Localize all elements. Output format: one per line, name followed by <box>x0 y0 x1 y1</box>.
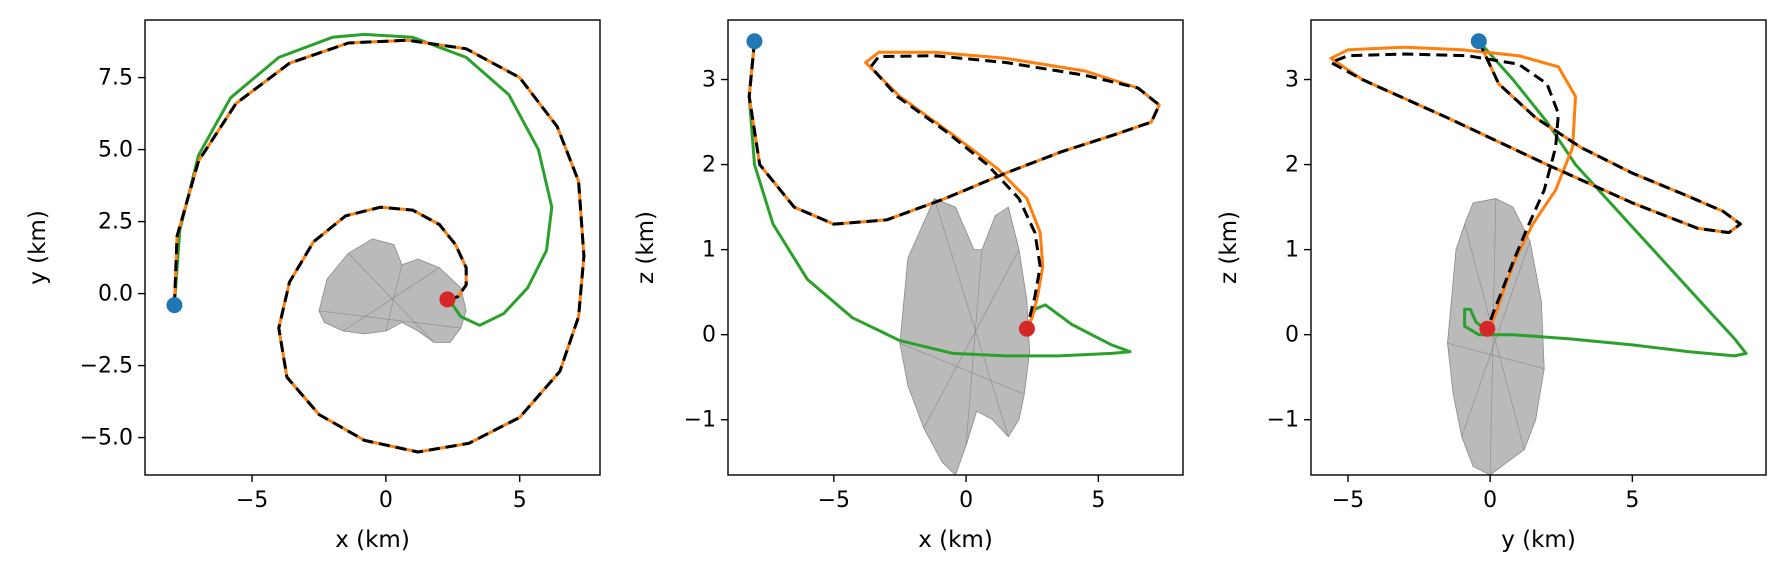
asteroid-texture-line <box>1464 224 1525 450</box>
asteroid-shape <box>899 198 1031 475</box>
y-tick-label: 2 <box>1285 153 1299 178</box>
y-tick-label: 2.5 <box>98 210 133 235</box>
asteroid-texture-line <box>348 253 435 343</box>
asteroid-texture-line <box>923 249 1020 429</box>
end-point <box>1018 320 1035 337</box>
x-tick-label: 0 <box>959 488 973 513</box>
y-tick-label: 1 <box>702 238 716 263</box>
y-tick-label: −1 <box>1267 408 1299 433</box>
x-axis-label: x (km) <box>335 527 410 553</box>
axes-frame <box>1310 19 1767 476</box>
end-point <box>439 291 456 308</box>
y-tick-label: 3 <box>1285 68 1299 93</box>
trajectory-series-1 <box>1463 40 1748 358</box>
asteroid-texture-line <box>1461 241 1531 437</box>
asteroid-texture-line <box>899 342 1025 395</box>
x-tick-label: −5 <box>236 488 268 513</box>
asteroid-shape <box>1447 198 1545 475</box>
start-point <box>166 297 183 314</box>
y-axis-label: z (km) <box>1216 211 1242 284</box>
asteroid-shape <box>318 238 467 343</box>
chart-panel-1: −5 0 5 −5.0 −2.5 0.0 2.5 5.0 7.5 x (km) y (km) <box>25 19 601 553</box>
x-tick-label: −5 <box>1332 488 1364 513</box>
y-tick-label: −1 <box>684 408 716 433</box>
asteroid-texture-line <box>934 198 1009 437</box>
trajectory-series-3 <box>1329 40 1742 330</box>
x-tick-label: 5 <box>513 488 527 513</box>
y-tick-label: 0.0 <box>98 282 133 307</box>
start-point <box>1470 33 1487 50</box>
start-point <box>746 33 763 50</box>
x-tick-label: 5 <box>1091 488 1105 513</box>
asteroid-texture-line <box>318 310 461 329</box>
asteroid-texture-line <box>1489 198 1497 475</box>
y-tick-label: −2.5 <box>80 354 133 379</box>
y-tick-label: 7.5 <box>98 66 133 91</box>
trajectory-series-1 <box>172 32 554 327</box>
y-tick-label: 0 <box>702 323 716 348</box>
x-axis-label: x (km) <box>918 527 993 553</box>
trajectory-series-3 <box>747 41 1161 330</box>
chart-panel-2: −5 0 5 −1 0 1 2 3 x (km) z (km) <box>633 19 1184 553</box>
plot-area <box>1329 33 1748 475</box>
x-tick-label: 5 <box>1625 488 1639 513</box>
y-axis-label: y (km) <box>25 210 51 285</box>
plot-area <box>166 32 586 454</box>
y-tick-label: 3 <box>702 68 716 93</box>
chart-panel-3: −5 0 5 −1 0 1 2 3 y (km) z (km) <box>1216 19 1767 553</box>
asteroid-texture-line <box>965 249 983 446</box>
x-tick-label: −5 <box>818 488 850 513</box>
axes-frame <box>727 19 1184 476</box>
y-axis-label: z (km) <box>633 211 659 284</box>
end-point <box>1479 320 1496 337</box>
y-tick-label: 0 <box>1285 323 1299 348</box>
asteroid-texture-line <box>1447 342 1545 370</box>
plot-area <box>746 33 1161 475</box>
y-tick-label: 5.0 <box>98 138 133 163</box>
trajectory-series-1 <box>747 41 1132 358</box>
y-tick-label: 2 <box>702 153 716 178</box>
x-tick-label: 0 <box>379 488 393 513</box>
asteroid-texture-line <box>342 267 440 332</box>
y-tick-label: 1 <box>1285 238 1299 263</box>
trajectory-series-3 <box>172 38 586 454</box>
x-axis-label: y (km) <box>1501 527 1576 553</box>
x-tick-label: 0 <box>1483 488 1497 513</box>
y-tick-label: −5.0 <box>80 426 133 451</box>
axes-frame <box>144 19 601 476</box>
